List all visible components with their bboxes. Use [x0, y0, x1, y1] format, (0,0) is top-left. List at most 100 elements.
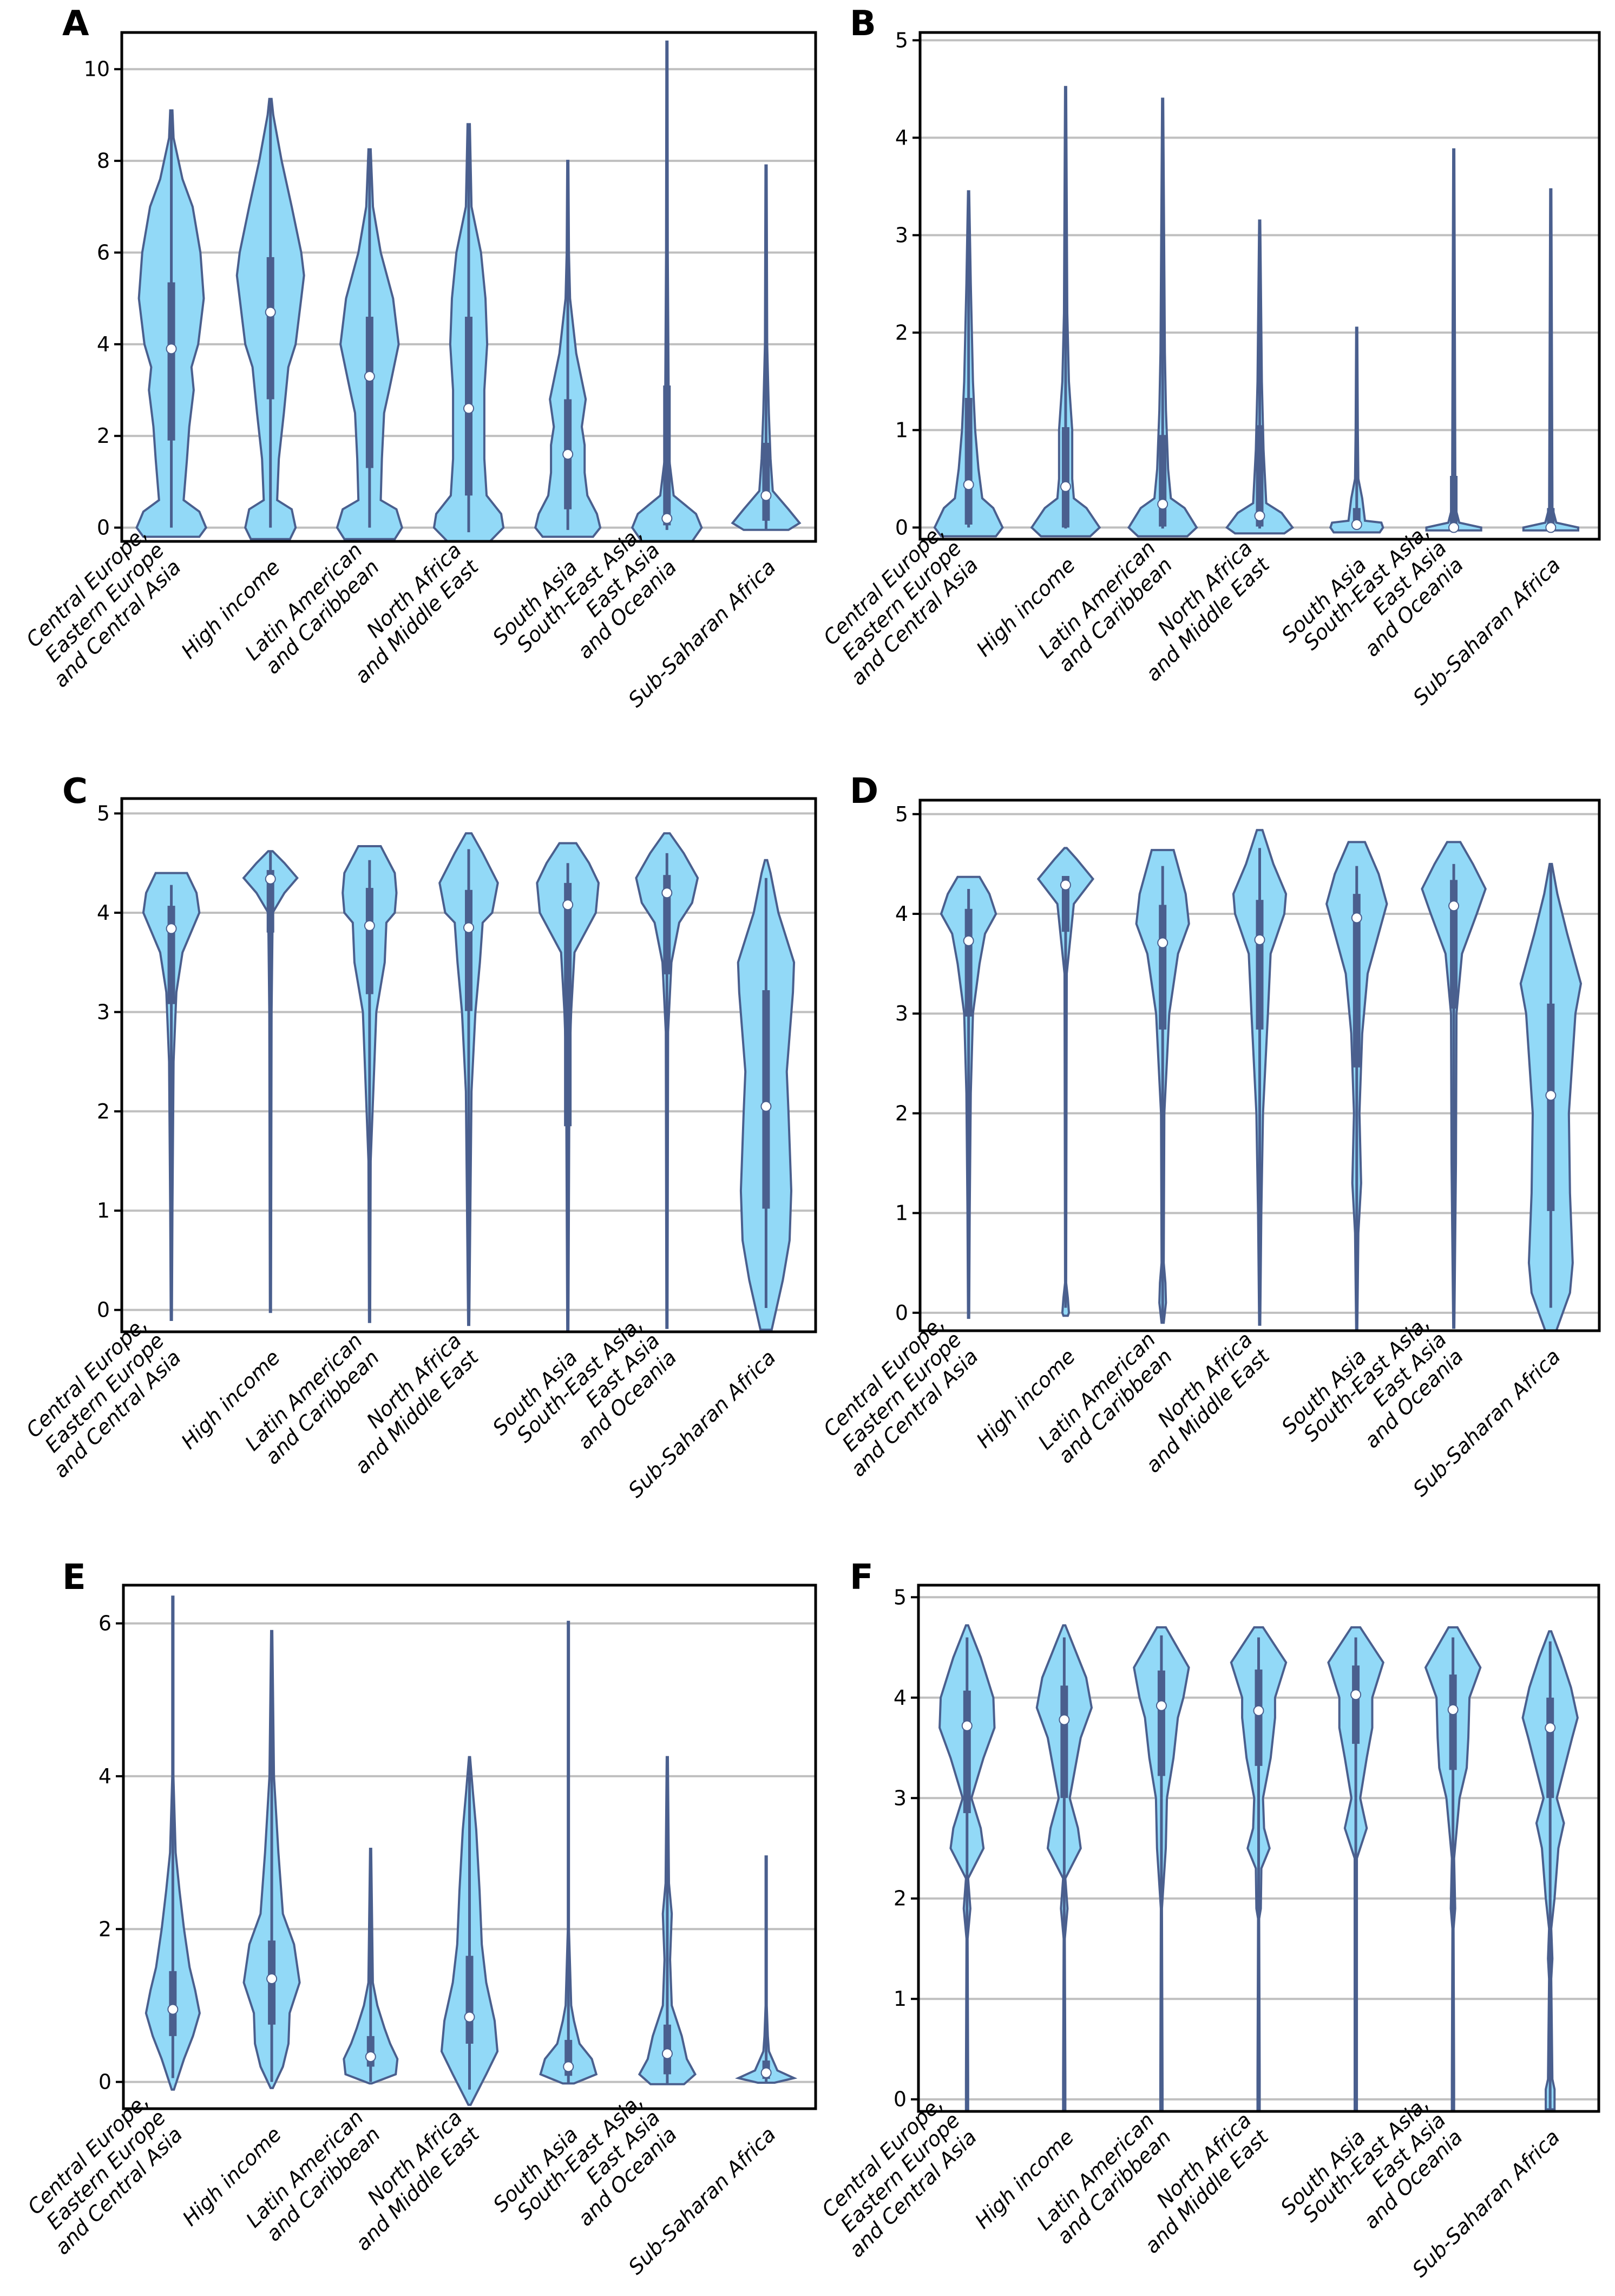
y-tick-label: 0 — [894, 2088, 907, 2111]
y-tick-label: 6 — [97, 240, 110, 264]
violin-1 — [242, 1630, 301, 2089]
violin-iqr-box — [167, 906, 175, 1004]
violin-iqr-box — [564, 882, 572, 1127]
violin-6 — [1521, 1630, 1579, 2111]
violin-4 — [1329, 326, 1384, 534]
plot-frame — [120, 797, 817, 1333]
plot-frame — [918, 31, 1601, 541]
y-tick-label: 5 — [895, 802, 908, 826]
violin-median — [1157, 937, 1168, 949]
violin-median — [1156, 1700, 1167, 1711]
panel-F: F 0 1 2 3 4 5 Central Europe,Eastern Europeand … — [811, 1558, 1600, 2282]
violin-iqr-box — [762, 442, 770, 521]
violin-6 — [734, 1855, 798, 2084]
panel-A: A 0 2 4 6 8 10 Central Europe,Eastern Europeand… — [22, 4, 817, 712]
x-category-label: Central Europe,Eastern Europeand Central… — [811, 2091, 981, 2262]
panel-letter: C — [62, 771, 88, 812]
x-category-label: Central Europe,Eastern Europeand Central… — [812, 519, 983, 690]
violin-2 — [342, 845, 398, 1323]
y-tick-label: 2 — [894, 1887, 907, 1911]
violin-2 — [1127, 97, 1198, 538]
violin-0 — [145, 1595, 201, 2091]
y-tick-label: 4 — [894, 1686, 907, 1710]
violin-median — [1253, 1705, 1264, 1716]
violin-median — [661, 2048, 673, 2059]
violin-4 — [1327, 1626, 1384, 2111]
violin-median — [661, 513, 673, 524]
violin-iqr-box — [964, 398, 973, 525]
violin-4 — [1325, 841, 1388, 1332]
violin-iqr-box — [465, 889, 472, 1011]
y-tick-label: 4 — [895, 126, 908, 149]
y-tick-label: 2 — [97, 424, 110, 448]
violin-iqr-box — [1450, 476, 1458, 528]
panel-letter: A — [62, 4, 89, 44]
violin-2 — [1135, 849, 1190, 1324]
violin-median — [563, 2061, 574, 2072]
violin-iqr-box — [1256, 900, 1264, 1030]
violin-3 — [438, 832, 499, 1326]
y-tick-label: 3 — [895, 1002, 908, 1025]
violin-4 — [539, 1620, 598, 2085]
violin-5 — [631, 40, 703, 542]
y-tick-label: 0 — [97, 1298, 110, 1322]
violin-median — [166, 923, 177, 934]
violin-median — [1545, 522, 1557, 533]
violin-1 — [1030, 86, 1101, 538]
violin-5 — [1424, 1626, 1482, 2111]
y-tick-label: 8 — [97, 149, 110, 173]
x-category-label: Central Europe,Eastern Europeand Central… — [17, 2089, 187, 2259]
y-tick-label: 10 — [84, 57, 110, 81]
violin-median — [464, 2011, 475, 2023]
violin-0 — [940, 875, 997, 1319]
plot-frame — [122, 1584, 817, 2110]
violin-median — [562, 899, 574, 911]
y-tick-label: 4 — [97, 901, 110, 925]
violin-median — [760, 490, 772, 501]
violin-2 — [336, 148, 403, 540]
violin-iqr-box — [663, 385, 671, 526]
y-tick-label: 1 — [895, 1201, 908, 1225]
plot-frame — [120, 31, 817, 543]
violin-median — [1351, 912, 1362, 924]
violin-3 — [1230, 1626, 1288, 2111]
violin-median — [1545, 1090, 1557, 1101]
y-tick-label: 1 — [97, 1199, 110, 1222]
violin-median — [1059, 1714, 1070, 1725]
violin-5 — [1425, 148, 1482, 533]
violin-median — [463, 403, 474, 414]
violin-median — [265, 873, 276, 885]
violin-median — [364, 920, 375, 931]
violin-iqr-box — [169, 1971, 177, 2036]
violin-median — [760, 1101, 772, 1112]
violin-median — [365, 2051, 376, 2063]
violin-6 — [1519, 862, 1583, 1332]
panel-D: D 0 1 2 3 4 5 Central Europe,Eastern Europeand … — [819, 771, 1601, 1501]
violin-3 — [432, 123, 505, 542]
violin-iqr-box — [365, 888, 373, 995]
violin-1 — [242, 850, 299, 1313]
violin-median — [1060, 481, 1071, 492]
violin-3 — [1225, 219, 1295, 535]
violin-5 — [638, 1756, 697, 2085]
y-tick-label: 2 — [97, 1100, 110, 1123]
violin-median — [1351, 519, 1362, 530]
y-tick-label: 5 — [895, 28, 908, 52]
violin-median — [166, 343, 177, 355]
violin-0 — [933, 190, 1004, 538]
violin-median — [961, 1720, 973, 1731]
y-tick-label: 3 — [97, 1000, 110, 1024]
violin-iqr-box — [1546, 1697, 1554, 1798]
panel-B: B 0 1 2 3 4 5 Central Europe,Eastern Europeand … — [812, 4, 1601, 710]
violin-iqr-box — [663, 875, 671, 974]
violin-median — [265, 306, 276, 318]
y-tick-label: 0 — [97, 516, 110, 540]
y-tick-label: 5 — [894, 1585, 907, 1609]
y-tick-label: 4 — [97, 332, 110, 356]
violin-5 — [1421, 841, 1487, 1329]
violin-0 — [938, 1624, 996, 2111]
panel-E: E 0 2 4 6 Central Europe,Eastern Europeand Ce… — [17, 1558, 817, 2279]
violin-iqr-box — [1256, 425, 1264, 527]
violin-iqr-box — [964, 908, 973, 1017]
